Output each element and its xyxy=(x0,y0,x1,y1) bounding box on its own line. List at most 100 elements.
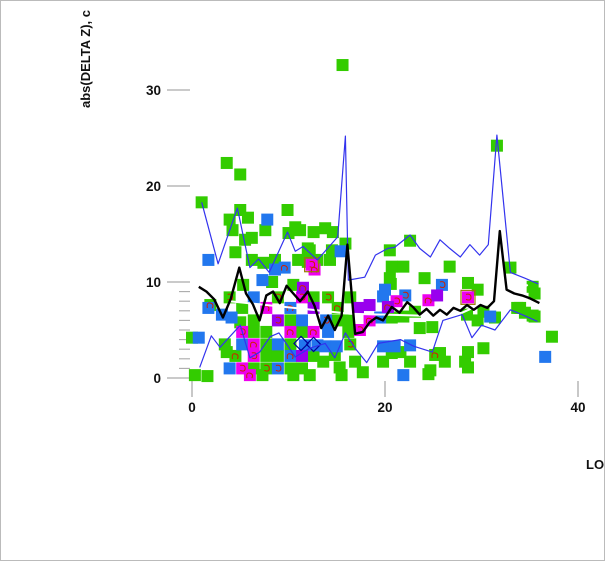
x-tick-label: 0 xyxy=(188,400,196,415)
data-point-square xyxy=(418,272,431,285)
data-point-square xyxy=(438,355,451,368)
data-point-square xyxy=(323,253,336,266)
data-point-square xyxy=(234,168,247,181)
data-point-square xyxy=(247,314,260,327)
data-point-square xyxy=(284,338,297,351)
data-point-square xyxy=(356,366,369,379)
data-point-square xyxy=(296,325,309,338)
data-point-square xyxy=(426,321,439,334)
data-point-square xyxy=(247,338,260,351)
data-point-square xyxy=(260,349,273,362)
lower-envelope-line xyxy=(199,309,538,368)
data-point-square xyxy=(225,311,238,324)
data-point-square xyxy=(539,350,552,363)
data-point-square xyxy=(404,339,417,352)
data-point-square xyxy=(413,322,426,335)
data-point-square xyxy=(459,355,472,368)
y-tick-label: 0 xyxy=(153,371,161,386)
data-point-square xyxy=(226,224,239,237)
data-point-square xyxy=(229,349,242,362)
data-point-square xyxy=(326,226,339,239)
data-point-square xyxy=(247,325,260,338)
y-tick-label: 10 xyxy=(146,275,161,290)
data-point-square xyxy=(287,278,300,291)
data-point-square xyxy=(281,204,294,216)
data-point-square xyxy=(292,253,305,266)
data-point-square xyxy=(296,349,309,362)
data-point-square xyxy=(229,246,242,259)
data-point-square xyxy=(383,244,396,257)
data-point-square xyxy=(377,290,390,303)
data-point-square xyxy=(303,369,316,382)
data-point-square xyxy=(261,213,274,226)
data-point-square xyxy=(528,287,541,300)
data-point-square xyxy=(383,272,396,285)
data-point-square xyxy=(545,330,558,343)
data-point-square xyxy=(336,59,349,72)
data-point-square xyxy=(307,349,320,362)
data-point-square xyxy=(322,291,335,304)
data-point-square xyxy=(461,276,474,289)
x-tick-label: 20 xyxy=(377,400,392,415)
data-point-square xyxy=(461,346,474,359)
data-point-square xyxy=(271,362,284,375)
data-point-square xyxy=(335,369,348,382)
y-tick-label: 20 xyxy=(146,179,161,194)
data-point-square xyxy=(218,338,231,351)
data-point-square xyxy=(192,331,205,344)
median-line xyxy=(198,229,540,335)
data-point-square xyxy=(484,310,497,323)
data-point-square xyxy=(404,355,417,368)
data-point-square xyxy=(349,355,362,368)
data-point-square xyxy=(256,369,269,382)
data-point-square xyxy=(303,244,316,257)
data-point-square xyxy=(284,314,297,327)
data-point-square xyxy=(271,349,284,362)
data-point-square xyxy=(266,276,279,288)
data-point-square xyxy=(330,340,343,353)
data-point-square xyxy=(431,289,444,302)
upper-envelope-line xyxy=(201,134,539,285)
data-point-square xyxy=(377,355,390,368)
data-point-square xyxy=(322,325,335,338)
data-point-square xyxy=(388,340,401,353)
data-point-square xyxy=(397,260,410,273)
data-point-square xyxy=(319,340,332,353)
data-point-square xyxy=(307,226,320,239)
data-point-square xyxy=(257,256,270,269)
data-point-square xyxy=(424,364,437,377)
data-point-square xyxy=(351,301,364,314)
white-fit-line xyxy=(229,283,529,317)
data-point-square xyxy=(307,325,320,338)
data-point-square xyxy=(397,369,410,382)
data-point-square xyxy=(220,156,233,169)
data-point-square xyxy=(278,261,291,274)
data-point-square xyxy=(202,301,215,314)
data-point-square xyxy=(344,338,357,351)
x-tick-label: 40 xyxy=(570,400,585,415)
data-point-square xyxy=(241,211,254,224)
x-axis-label: LO xyxy=(586,457,604,472)
data-point-square xyxy=(243,369,256,382)
data-point-square xyxy=(477,342,490,355)
data-point-square xyxy=(260,325,273,338)
data-point-square xyxy=(223,362,236,375)
data-point-square xyxy=(202,253,215,266)
data-point-square xyxy=(490,139,503,152)
data-point-square xyxy=(317,355,330,368)
data-point-square xyxy=(271,338,284,351)
data-point-square xyxy=(201,370,214,383)
data-point-square xyxy=(342,325,355,338)
y-axis-label: abs(DELTA Z), c xyxy=(78,10,93,108)
plot-area: 0 10 20 30 0 20 40 xyxy=(146,59,586,415)
data-point-square xyxy=(342,314,355,327)
data-point-square xyxy=(443,260,456,273)
data-point-square xyxy=(188,369,201,382)
data-point-square xyxy=(294,224,307,237)
data-point-square xyxy=(259,224,272,237)
data-point-square xyxy=(245,231,258,244)
data-point-square xyxy=(307,291,320,304)
data-point-square xyxy=(461,291,474,304)
data-point-square xyxy=(296,314,309,327)
